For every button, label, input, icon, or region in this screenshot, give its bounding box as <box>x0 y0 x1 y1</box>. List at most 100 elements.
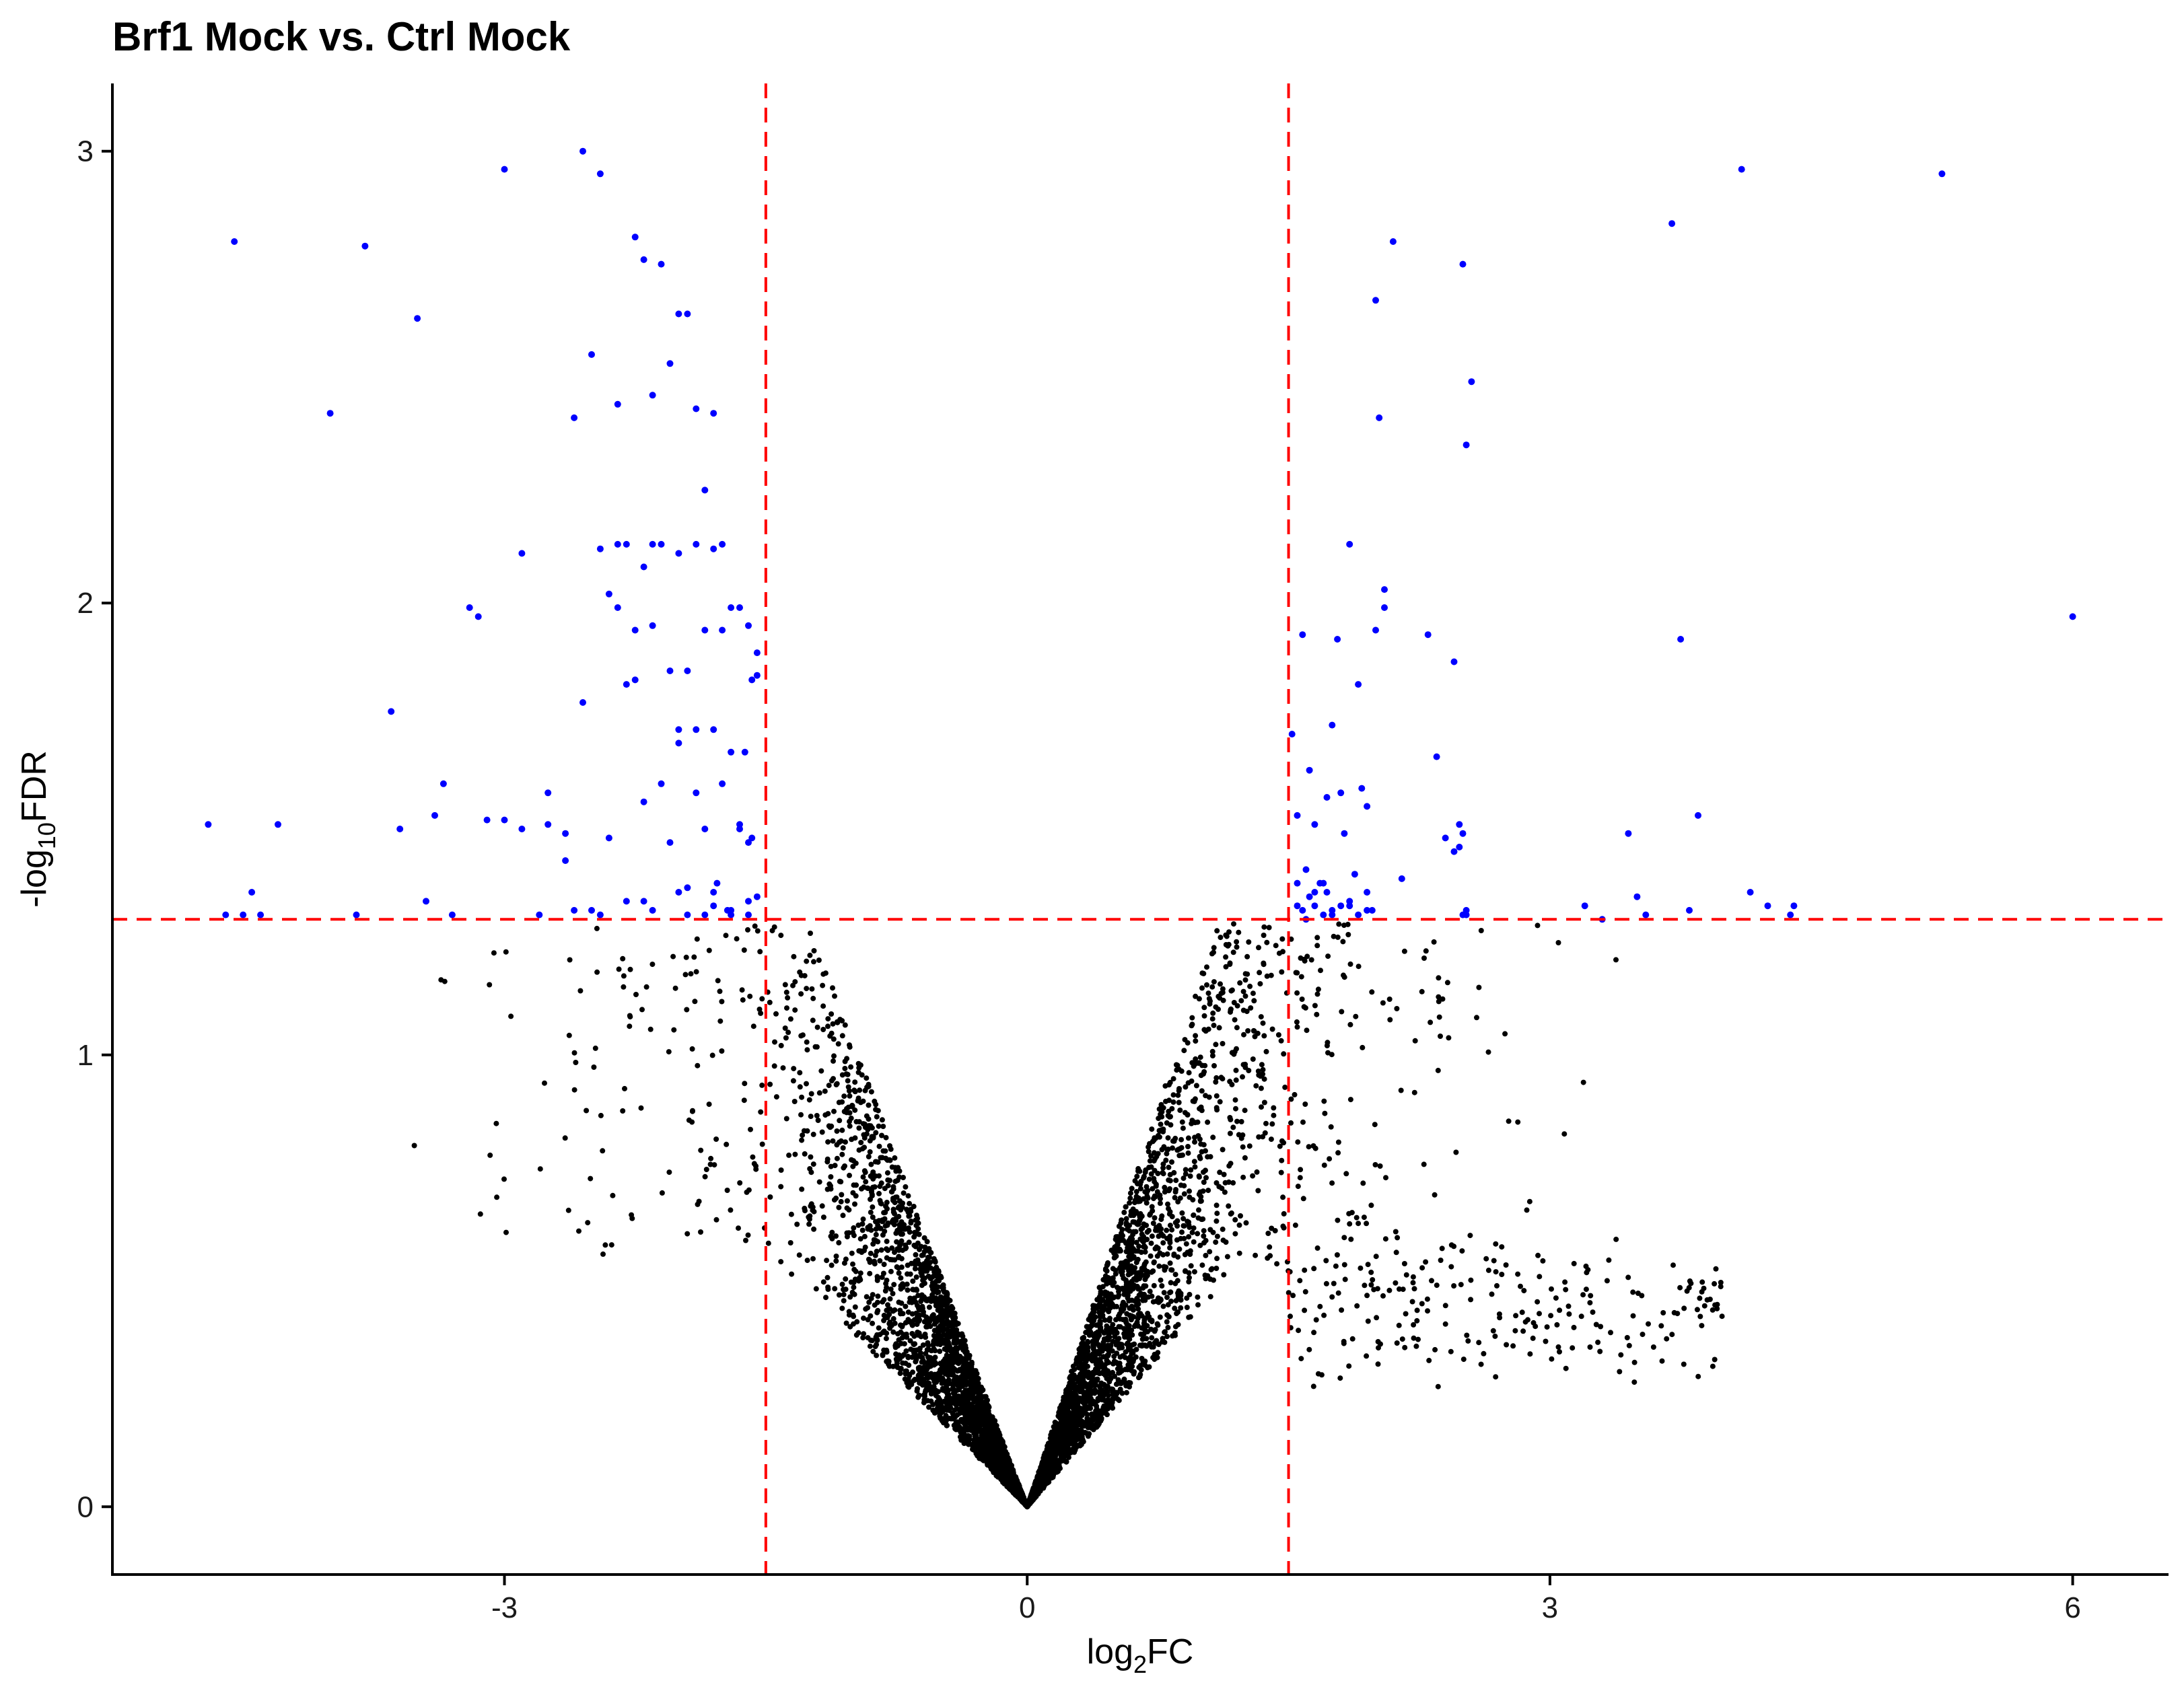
point-non-significant <box>845 1104 851 1110</box>
point-non-significant <box>1327 1156 1333 1162</box>
point-non-significant <box>1170 1145 1175 1151</box>
point-non-significant <box>1401 948 1407 954</box>
point-non-significant <box>1435 1067 1441 1073</box>
point-non-significant <box>787 1016 794 1022</box>
point-non-significant <box>971 1410 977 1416</box>
point-non-significant <box>888 1286 894 1292</box>
point-non-significant <box>820 1027 826 1032</box>
point-non-significant <box>866 1081 872 1087</box>
point-non-significant <box>928 1398 934 1404</box>
point-non-significant <box>477 1211 483 1217</box>
point-non-significant <box>810 995 816 1001</box>
point-non-significant <box>872 1252 878 1258</box>
point-non-significant <box>1160 1240 1166 1246</box>
point-non-significant <box>1282 1084 1288 1090</box>
point-non-significant <box>870 1176 876 1182</box>
point-non-significant <box>562 1135 568 1141</box>
point-non-significant <box>840 1213 846 1219</box>
point-non-significant <box>1232 1017 1238 1023</box>
point-non-significant <box>767 1081 773 1087</box>
point-non-significant <box>571 1087 577 1093</box>
point-non-significant <box>789 1271 795 1277</box>
point-non-significant <box>1087 1404 1093 1410</box>
point-non-significant <box>876 1325 882 1331</box>
point-non-significant <box>942 1405 948 1411</box>
point-non-significant <box>778 933 784 939</box>
point-non-significant <box>855 1098 861 1104</box>
point-non-significant <box>1261 924 1267 930</box>
point-non-significant <box>740 997 746 1003</box>
point-non-significant <box>1265 1255 1271 1261</box>
point-non-significant <box>1214 1256 1220 1262</box>
point-non-significant <box>1157 1314 1163 1320</box>
point-non-significant <box>881 1328 887 1334</box>
point-non-significant <box>1294 1019 1300 1025</box>
point-non-significant <box>758 1109 764 1115</box>
point-non-significant <box>823 1295 829 1301</box>
point-non-significant <box>1613 1236 1619 1242</box>
point-non-significant <box>1136 1365 1142 1371</box>
point-non-significant <box>874 1248 880 1254</box>
point-non-significant <box>842 1022 848 1028</box>
point-non-significant <box>893 1230 899 1236</box>
point-non-significant <box>1347 1021 1353 1027</box>
point-non-significant <box>695 1062 701 1069</box>
point-non-significant <box>1148 1240 1154 1246</box>
point-non-significant <box>689 1046 695 1052</box>
point-non-significant <box>1372 1122 1378 1128</box>
point-non-significant <box>1264 973 1270 979</box>
point-non-significant <box>767 1194 773 1200</box>
point-non-significant <box>947 1334 953 1340</box>
point-non-significant <box>1205 1273 1211 1279</box>
point-non-significant <box>900 1360 906 1366</box>
point-non-significant <box>820 1279 826 1285</box>
point-non-significant <box>1155 1322 1161 1328</box>
point-non-significant <box>1198 1141 1204 1147</box>
point-non-significant <box>874 1352 880 1359</box>
point-non-significant <box>778 1042 784 1048</box>
point-non-significant <box>1111 1255 1117 1261</box>
point-non-significant <box>808 1114 814 1120</box>
point-non-significant <box>1122 1332 1128 1338</box>
point-non-significant <box>867 1343 873 1349</box>
point-non-significant <box>819 1129 825 1135</box>
point-non-significant <box>1176 1246 1183 1252</box>
point-non-significant <box>935 1341 941 1347</box>
point-non-significant <box>1436 975 1442 981</box>
point-non-significant <box>1207 1249 1213 1255</box>
point-non-significant <box>1173 1298 1179 1304</box>
point-non-significant <box>884 1359 890 1365</box>
point-non-significant <box>1139 1225 1146 1231</box>
point-non-significant <box>847 1324 853 1330</box>
point-non-significant <box>1113 1317 1119 1323</box>
point-non-significant <box>702 1173 708 1180</box>
point-non-significant <box>1613 957 1619 963</box>
point-non-significant <box>1226 1203 1232 1209</box>
point-non-significant <box>839 1305 845 1311</box>
point-non-significant <box>1099 1309 1105 1315</box>
point-non-significant <box>896 1254 902 1260</box>
point-non-significant <box>1128 1270 1133 1276</box>
point-non-significant <box>754 928 761 934</box>
point-non-significant <box>588 1176 594 1182</box>
point-non-significant <box>1220 1076 1226 1082</box>
point-non-significant <box>985 1455 991 1461</box>
point-non-significant <box>934 1377 940 1383</box>
point-non-significant <box>804 1081 809 1087</box>
point-non-significant <box>1053 1420 1059 1426</box>
point-non-significant <box>870 1204 876 1210</box>
point-non-significant <box>934 1264 940 1270</box>
point-non-significant <box>1335 1150 1341 1156</box>
point-non-significant <box>1152 1215 1158 1221</box>
point-non-significant <box>791 1066 797 1072</box>
point-non-significant <box>1256 1134 1262 1140</box>
point-non-significant <box>1192 1139 1197 1145</box>
point-non-significant <box>1193 1083 1199 1089</box>
point-non-significant <box>857 1087 863 1093</box>
point-non-significant <box>888 1189 894 1195</box>
point-non-significant <box>1119 1308 1125 1314</box>
point-non-significant <box>1246 939 1252 945</box>
point-non-significant <box>1216 1025 1222 1031</box>
point-non-significant <box>851 1266 857 1272</box>
point-non-significant <box>585 1220 591 1226</box>
